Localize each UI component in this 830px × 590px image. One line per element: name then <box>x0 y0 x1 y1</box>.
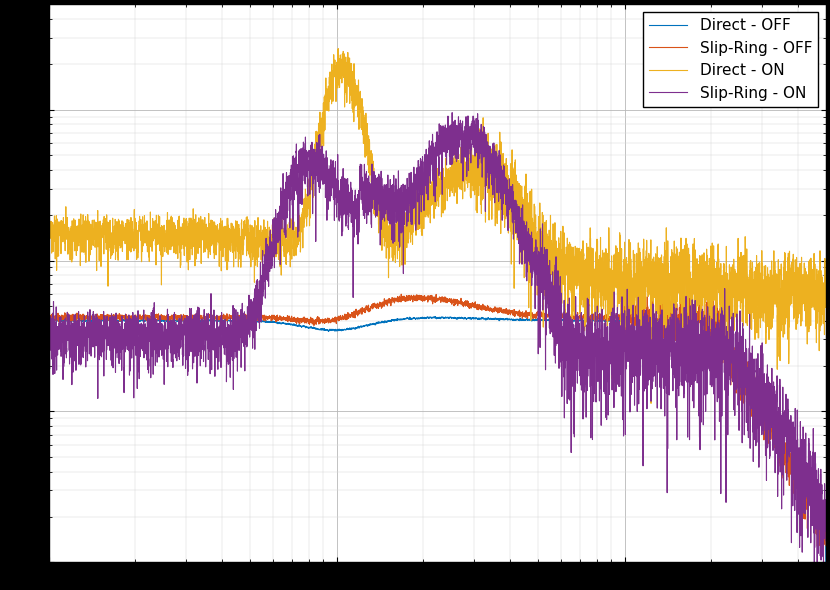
Slip-Ring - OFF <box>684 288 694 295</box>
Direct - ON <box>620 273 630 280</box>
Slip-Ring - OFF <box>538 314 548 321</box>
Slip-Ring - ON <box>821 537 830 544</box>
Slip-Ring - OFF <box>813 543 823 550</box>
Direct - OFF <box>504 316 514 323</box>
Slip-Ring - OFF <box>662 316 671 323</box>
Direct - ON <box>504 184 514 191</box>
Slip-Ring - ON <box>83 309 93 316</box>
Legend: Direct - OFF, Slip-Ring - OFF, Direct - ON, Slip-Ring - ON: Direct - OFF, Slip-Ring - OFF, Direct - … <box>643 12 818 107</box>
Slip-Ring - OFF <box>504 309 514 316</box>
Direct - ON <box>538 240 548 247</box>
Slip-Ring - ON <box>325 198 335 205</box>
Slip-Ring - ON <box>504 191 514 198</box>
Direct - OFF <box>325 326 335 333</box>
Direct - OFF <box>83 317 93 324</box>
Slip-Ring - OFF <box>83 313 93 320</box>
Slip-Ring - ON <box>662 364 671 371</box>
Direct - OFF <box>662 317 671 324</box>
Direct - OFF <box>821 559 830 566</box>
Line: Direct - OFF: Direct - OFF <box>49 316 826 563</box>
Direct - OFF <box>44 350 54 358</box>
Direct - ON <box>325 90 335 97</box>
Slip-Ring - ON <box>620 348 630 355</box>
Direct - OFF <box>538 316 548 323</box>
Slip-Ring - ON <box>447 109 457 116</box>
Slip-Ring - OFF <box>44 341 54 348</box>
Line: Slip-Ring - ON: Slip-Ring - ON <box>49 113 826 590</box>
Line: Direct - ON: Direct - ON <box>49 49 826 404</box>
Direct - ON <box>334 45 344 53</box>
Slip-Ring - OFF <box>821 542 830 549</box>
Direct - OFF <box>431 313 441 320</box>
Direct - ON <box>83 211 93 218</box>
Direct - ON <box>662 298 671 305</box>
Slip-Ring - ON <box>538 220 548 227</box>
Line: Slip-Ring - OFF: Slip-Ring - OFF <box>49 291 826 546</box>
Direct - ON <box>646 400 656 407</box>
Direct - ON <box>821 271 830 278</box>
Direct - ON <box>44 286 54 293</box>
Slip-Ring - OFF <box>325 318 335 325</box>
Slip-Ring - ON <box>44 386 54 394</box>
Slip-Ring - OFF <box>620 299 630 306</box>
Direct - OFF <box>620 318 630 325</box>
